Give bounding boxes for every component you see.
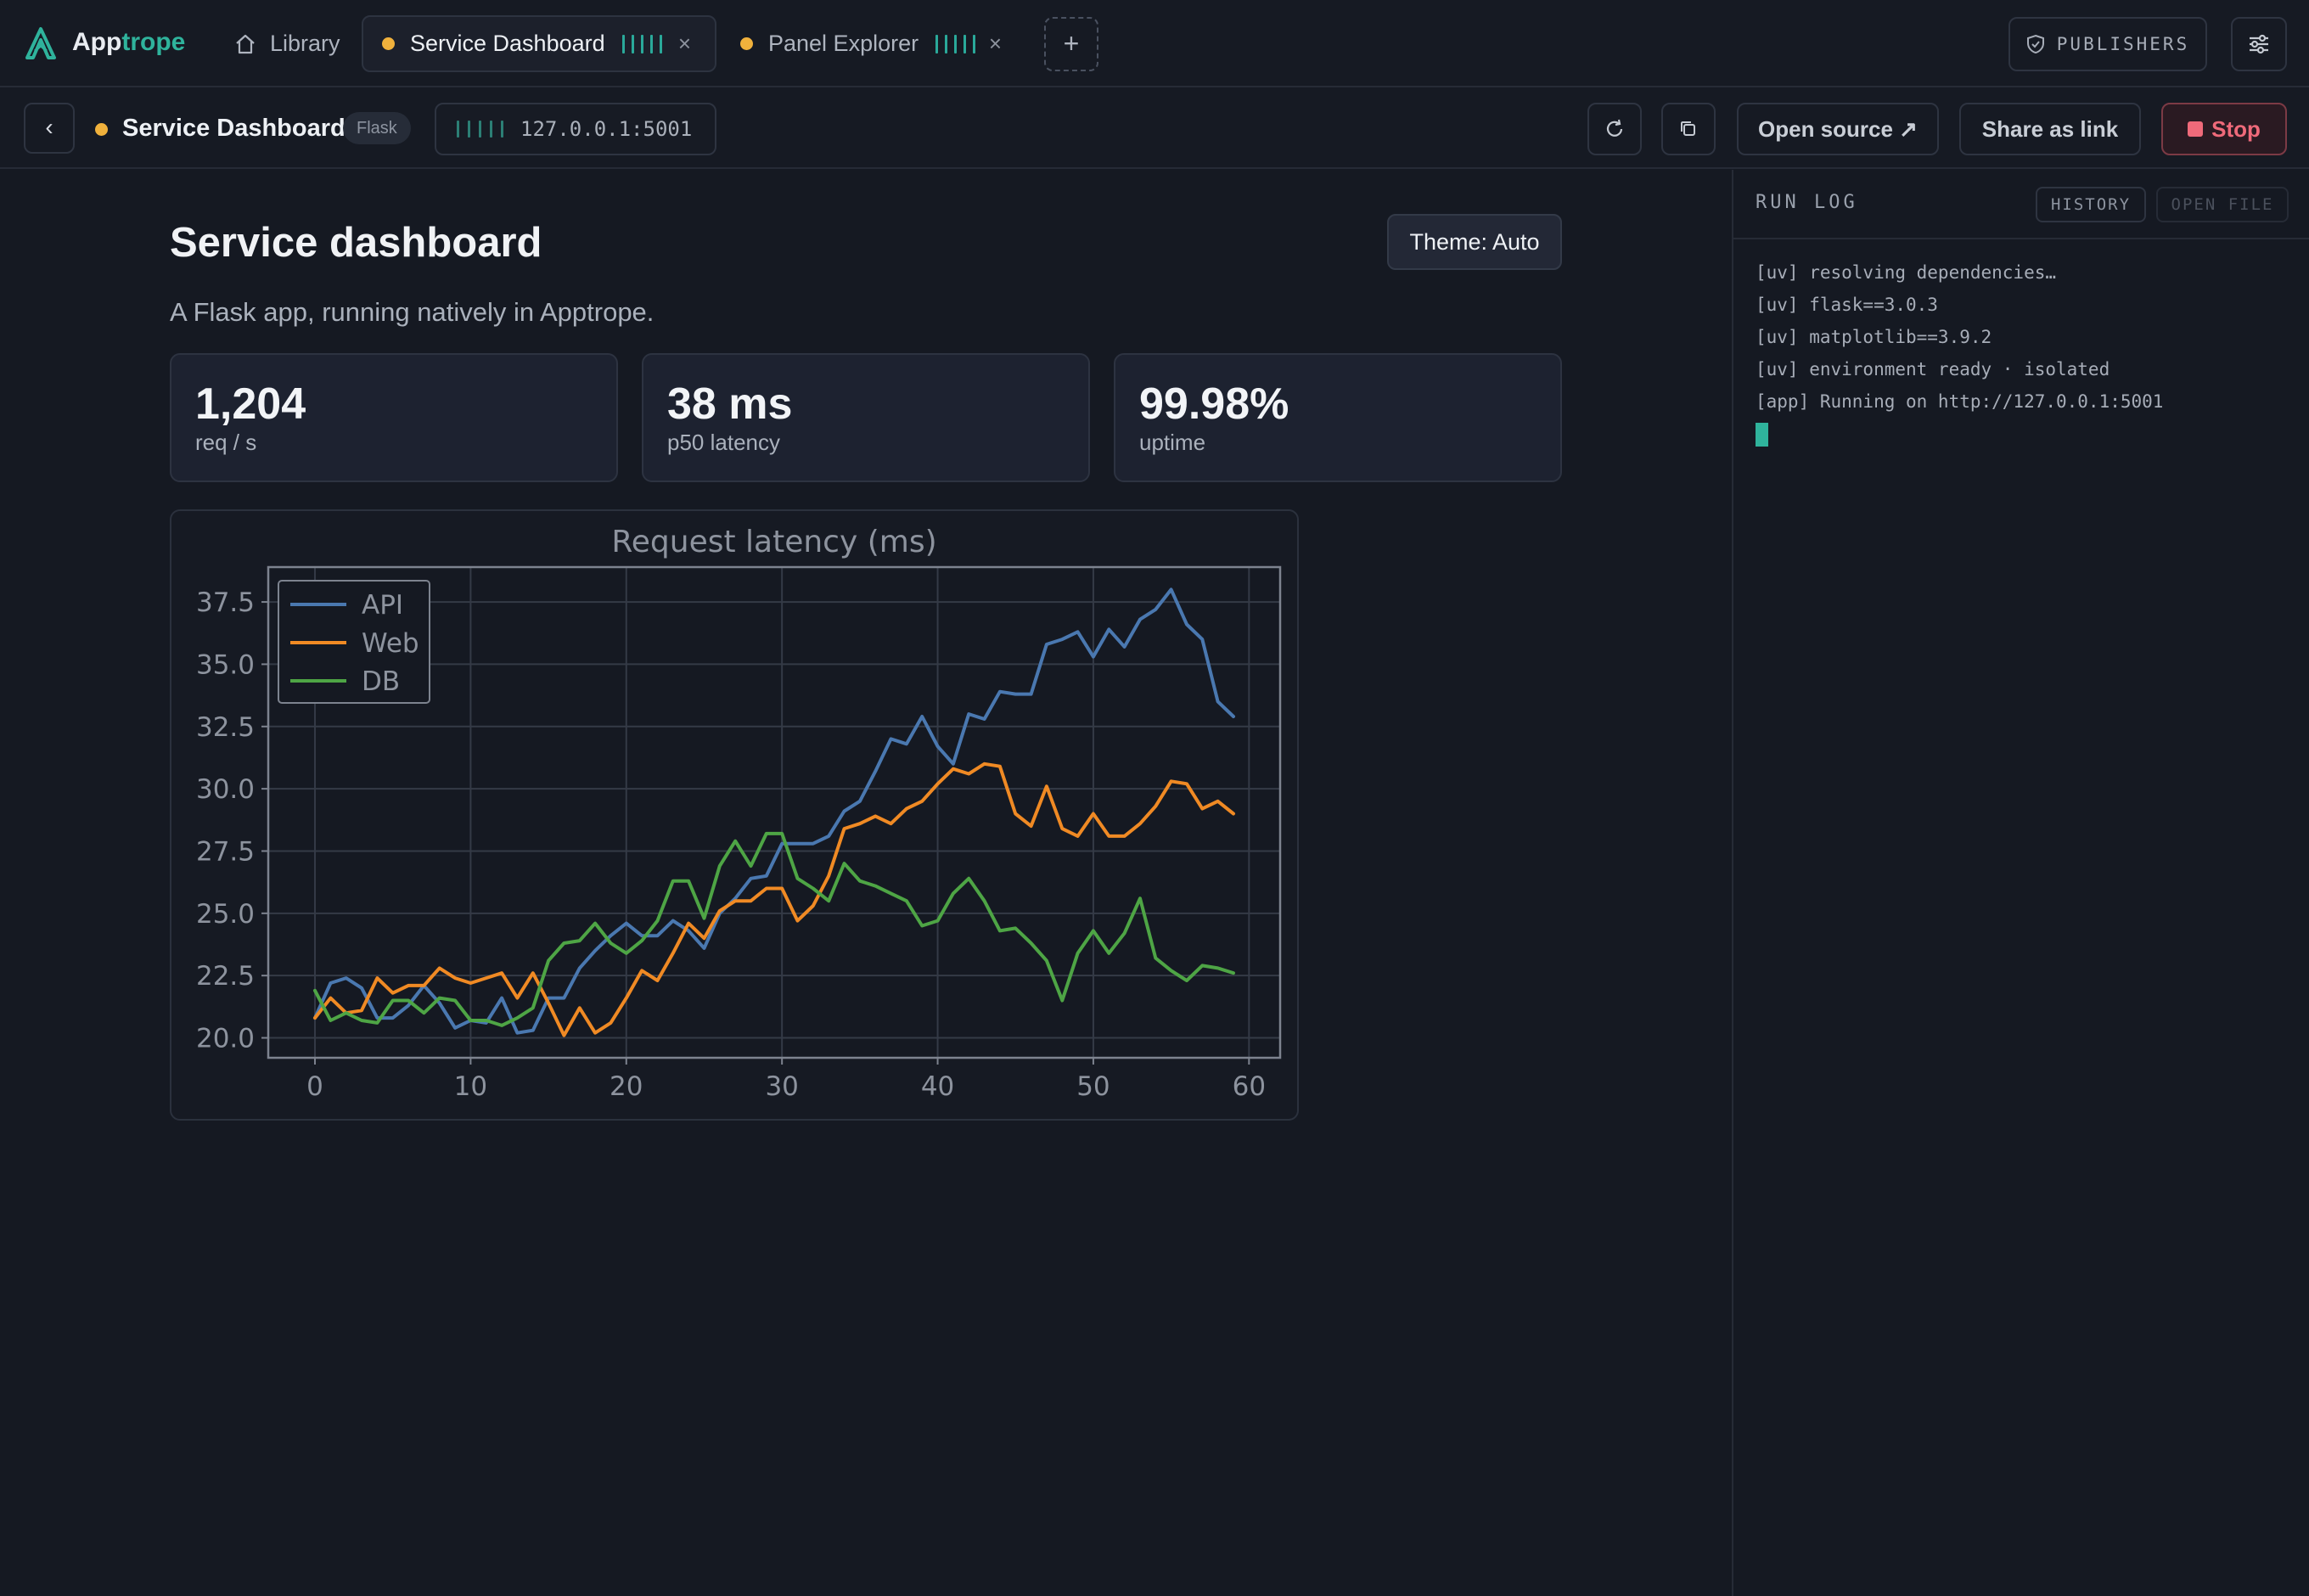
tab-panel-explorer[interactable]: Panel Explorer ×	[740, 15, 1020, 72]
open-source-button[interactable]: Open source ↗	[1737, 103, 1939, 155]
copy-button[interactable]	[1661, 103, 1716, 155]
x-tick-label: 60	[1233, 1071, 1266, 1102]
page-subtitle: A Flask app, running natively in Apptrop…	[170, 297, 654, 327]
legend-label: Web	[362, 628, 419, 659]
app-content: Service dashboard Theme: Auto A Flask ap…	[0, 170, 1732, 1596]
log-line: [uv] matplotlib==3.9.2	[1756, 327, 1992, 347]
tab-label: Library	[270, 31, 340, 56]
series-line-api	[313, 587, 1235, 1035]
publishers-button[interactable]: PUBLISHERS	[2008, 17, 2207, 71]
y-tick-label: 27.5	[196, 836, 255, 867]
run-log-output: [uv] resolving dependencies… [uv] flask=…	[1756, 256, 2163, 447]
legend-label: DB	[362, 666, 400, 697]
address-text: 127.0.0.1:5001	[520, 117, 693, 141]
y-tick-label: 20.0	[196, 1024, 255, 1054]
latency-chart: 0 10 20 30 40 50 60 20.0 22.5 25.0 27.5 30.0 32.5 35.…	[196, 525, 1282, 1102]
log-line: [uv] flask==3.0.3	[1756, 295, 1938, 315]
stat-card-latency: 38 ms p50 latency	[642, 353, 1090, 482]
app-toolbar: ‹ Service Dashboard Flask 127.0.0.1:5001…	[0, 87, 2309, 169]
stat-label: uptime	[1139, 430, 1206, 455]
series-line-web	[313, 761, 1235, 1037]
x-tick-label: 20	[610, 1071, 643, 1102]
tab-label: Service Dashboard	[410, 31, 605, 56]
framework-badge: Flask	[343, 112, 411, 144]
sliders-icon	[2250, 34, 2268, 54]
share-link-button[interactable]: Share as link	[1959, 103, 2141, 155]
stat-label: p50 latency	[667, 430, 780, 455]
shield-icon	[2026, 34, 2044, 54]
tab-service-dashboard[interactable]: Service Dashboard ×	[362, 15, 716, 72]
stat-card-uptime: 99.98% uptime	[1114, 353, 1562, 482]
tab-label: Panel Explorer	[768, 31, 919, 56]
chart-legend	[278, 580, 430, 704]
theme-button[interactable]: Theme: Auto	[1387, 214, 1562, 270]
top-tab-bar: Apptrope Library Service Dashboard × Pan…	[0, 0, 2309, 87]
activity-indicator	[621, 34, 662, 53]
back-button[interactable]: ‹	[24, 103, 75, 154]
run-log-header: RUN LOG HISTORY OPEN FILE	[1733, 170, 2309, 239]
x-tick-label: 10	[454, 1071, 487, 1102]
tab-library[interactable]: Library	[226, 15, 349, 72]
y-tick-label: 22.5	[196, 961, 255, 992]
x-tick-label: 0	[306, 1071, 323, 1102]
log-line: [app] Running on http://127.0.0.1:5001	[1756, 391, 2164, 412]
stop-label: Stop	[2211, 115, 2261, 142]
stat-label: req / s	[195, 430, 257, 455]
y-tick-label: 25.0	[196, 899, 255, 930]
stat-value: 1,204	[195, 379, 306, 429]
history-button[interactable]: HISTORY	[2036, 187, 2146, 222]
log-line: [uv] resolving dependencies…	[1756, 262, 2057, 283]
status-dot	[740, 37, 753, 50]
y-tick-label: 35.0	[196, 649, 255, 680]
status-dot	[382, 37, 395, 50]
app-brand: Apptrope	[72, 28, 186, 56]
y-tick-label: 32.5	[196, 712, 255, 743]
x-tick-label: 30	[765, 1071, 798, 1102]
activity-indicator	[457, 121, 503, 138]
chart-title: Request latency (ms)	[611, 525, 936, 559]
stat-value: 38 ms	[667, 379, 793, 429]
run-log-title: RUN LOG	[1756, 192, 1858, 213]
publishers-label: PUBLISHERS	[2056, 34, 2190, 54]
stop-button[interactable]: Stop	[2161, 103, 2287, 155]
open-file-button[interactable]: OPEN FILE	[2156, 187, 2289, 222]
legend-label: API	[362, 590, 403, 621]
copy-icon	[1681, 121, 1695, 136]
close-tab-icon[interactable]: ×	[677, 31, 691, 56]
app-title: Service Dashboard	[122, 115, 346, 142]
new-tab-button[interactable]: +	[1044, 17, 1098, 71]
y-tick-label: 30.0	[196, 774, 255, 805]
settings-button[interactable]	[2231, 17, 2287, 71]
home-icon	[236, 34, 255, 53]
reload-button[interactable]	[1587, 103, 1642, 155]
series-line-db	[313, 831, 1235, 1027]
app-logo-icon	[25, 27, 56, 59]
run-log-panel: RUN LOG HISTORY OPEN FILE [uv] resolving…	[1732, 170, 2309, 1596]
plot-frame	[267, 565, 1282, 1059]
log-line: [uv] environment ready · isolated	[1756, 359, 2110, 379]
terminal-cursor	[1756, 423, 1768, 447]
address-field[interactable]: 127.0.0.1:5001	[435, 103, 716, 155]
stat-value: 99.98%	[1139, 379, 1289, 429]
x-tick-label: 40	[921, 1071, 954, 1102]
activity-indicator	[935, 34, 976, 53]
status-dot	[95, 123, 108, 136]
x-tick-label: 50	[1076, 1071, 1110, 1102]
close-tab-icon[interactable]: ×	[988, 31, 1002, 56]
reload-icon	[1606, 119, 1623, 137]
page-title: Service dashboard	[170, 220, 542, 266]
stat-card-requests: 1,204 req / s	[170, 353, 618, 482]
stop-icon	[2188, 121, 2204, 137]
latency-chart-card: 0 10 20 30 40 50 60 20.0 22.5 25.0 27.5 30.0 32.5 35.…	[170, 509, 1299, 1121]
y-tick-label: 37.5	[196, 587, 255, 618]
